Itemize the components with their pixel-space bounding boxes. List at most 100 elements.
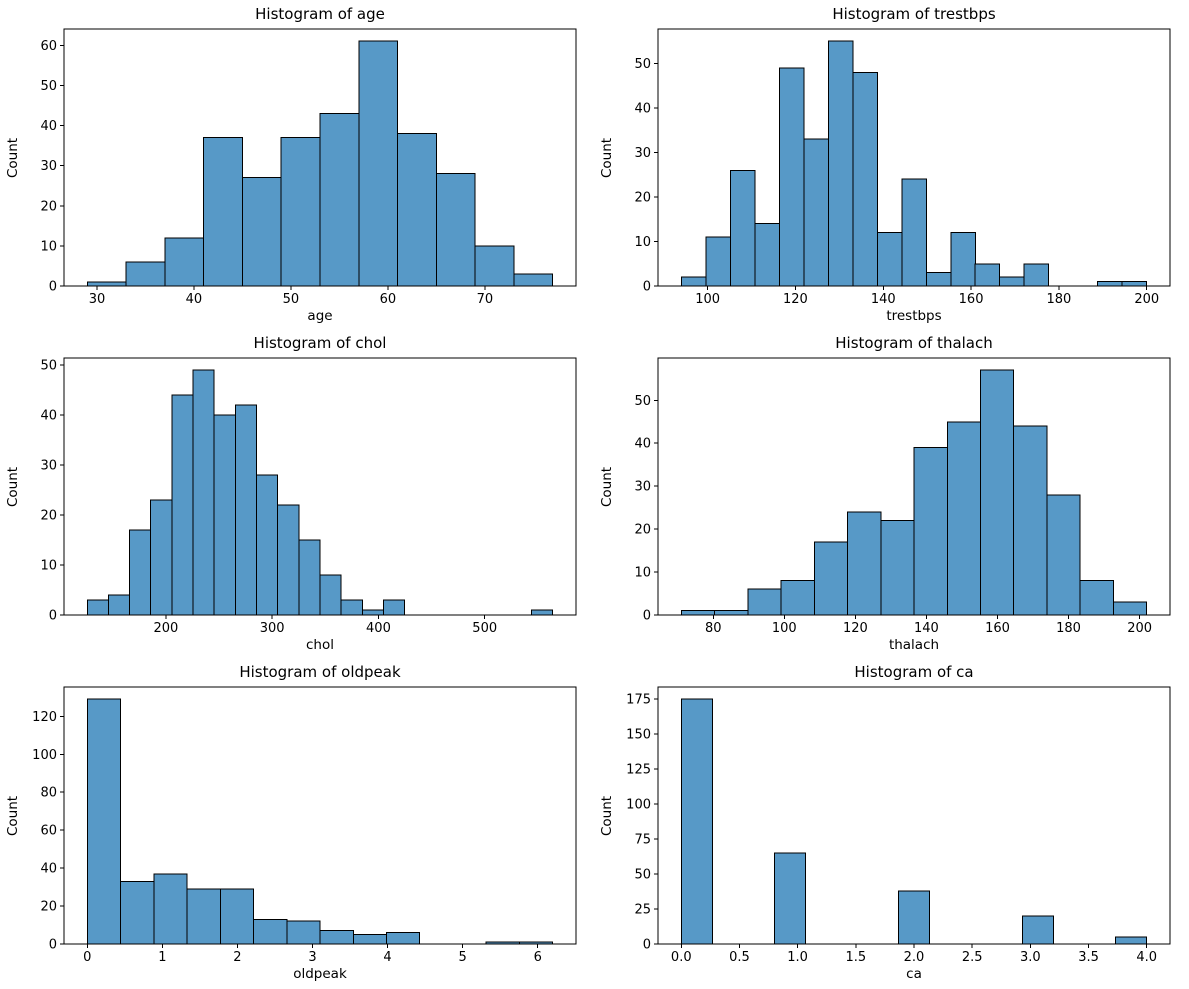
x-tick-label: 1.0 <box>787 950 808 965</box>
histogram-bar <box>747 588 782 616</box>
x-tick-label: 4.0 <box>1136 950 1157 965</box>
histogram-bar <box>319 930 354 945</box>
y-tick-label: 100 <box>626 798 651 813</box>
y-tick-label: 50 <box>634 57 651 72</box>
histogram-bar <box>999 276 1025 287</box>
histogram-bar <box>253 918 288 945</box>
histogram-bar <box>778 67 805 287</box>
chart-title: Histogram of thalach <box>835 334 993 352</box>
x-tick-label: 300 <box>260 621 285 636</box>
histogram-bar <box>847 511 882 616</box>
x-tick-label: 2.0 <box>904 950 925 965</box>
y-tick-label: 100 <box>32 748 57 763</box>
histogram-bar <box>280 137 321 287</box>
y-tick-label: 40 <box>40 119 57 134</box>
histogram-bar <box>1121 281 1148 287</box>
histogram-bar <box>901 178 927 287</box>
histogram-bar <box>241 177 282 287</box>
x-tick-label: 40 <box>186 292 203 307</box>
histogram-bar <box>397 133 437 287</box>
y-tick-label: 40 <box>634 437 651 452</box>
x-tick-label: 6 <box>534 950 542 965</box>
chart-title: Histogram of ca <box>854 663 974 681</box>
chart-title: Histogram of oldpeak <box>239 663 401 681</box>
histogram-bar <box>1097 281 1123 287</box>
histogram-bar <box>852 71 878 287</box>
histogram-bar <box>880 520 915 616</box>
chart-title: Histogram of chol <box>253 334 387 352</box>
histogram-bar <box>803 138 829 287</box>
y-tick-label: 60 <box>40 824 57 839</box>
trestbps-histogram-canvas: 100 120 140 160 180 200 0 10 20 30 40 50 <box>634 28 1171 307</box>
plot-frame <box>63 357 577 616</box>
x-tick-label: 0.0 <box>671 950 692 965</box>
subplot-ca: 0.0 0.5 1.0 1.5 2.0 2.5 3.0 3.5 4.0 0 25 50 75 100 125… <box>594 659 1188 988</box>
histogram-bar <box>150 499 173 616</box>
histogram-bar <box>219 888 255 945</box>
histogram-bar <box>813 541 849 616</box>
histogram-bar <box>780 580 815 616</box>
y-tick-label: 125 <box>626 763 651 778</box>
x-tick-label: 5 <box>458 950 466 965</box>
histogram-bar <box>213 414 236 616</box>
chart-title: Histogram of trestbps <box>832 5 996 23</box>
histogram-bar <box>298 539 321 616</box>
histogram-bar <box>897 890 931 945</box>
x-axis-label: oldpeak <box>293 966 347 982</box>
histogram-bar <box>385 932 421 945</box>
x-tick-label: 80 <box>705 621 722 636</box>
histogram-bar <box>979 369 1015 616</box>
histogram-bar <box>531 609 554 616</box>
y-tick-label: 0 <box>643 609 651 624</box>
y-tick-label: 10 <box>634 235 651 250</box>
histogram-bar <box>680 276 707 287</box>
x-tick-label: 140 <box>871 292 896 307</box>
histogram-bar <box>277 504 300 616</box>
y-tick-label: 30 <box>40 459 57 474</box>
x-tick-label: 1.5 <box>845 950 866 965</box>
y-tick-label: 0 <box>643 938 651 953</box>
subplot-chol: 200 300 400 500 0 10 20 30 40 50 Histogram of cho… <box>0 330 594 659</box>
y-tick-label: 25 <box>634 903 651 918</box>
x-tick-label: 120 <box>843 621 868 636</box>
histogram-bar <box>86 698 122 945</box>
y-tick-label: 20 <box>634 191 651 206</box>
x-tick-label: 160 <box>959 292 984 307</box>
histogram-bar <box>925 272 952 287</box>
histogram-bar <box>1079 580 1114 616</box>
y-axis-label: Count <box>599 466 615 508</box>
subplot-oldpeak: 0 1 2 3 4 5 6 0 20 40 60 80 100 120 Histogram of oldp… <box>0 659 594 988</box>
x-tick-label: 50 <box>283 292 300 307</box>
x-tick-label: 2 <box>233 950 241 965</box>
x-axis-label: ca <box>906 966 922 982</box>
x-tick-label: 160 <box>985 621 1010 636</box>
x-tick-label: 200 <box>1127 621 1152 636</box>
subplot-age: 30 40 50 60 70 0 10 20 30 40 50 60 Histogram of age… <box>0 1 594 330</box>
x-tick-label: 30 <box>89 292 106 307</box>
ca-histogram-canvas: 0.0 0.5 1.0 1.5 2.0 2.5 3.0 3.5 4.0 0 25 50 75 100 125… <box>626 686 1171 965</box>
y-tick-label: 30 <box>40 159 57 174</box>
histogram-bar <box>827 40 854 287</box>
histogram-bar <box>1022 915 1055 945</box>
y-tick-label: 10 <box>40 239 57 254</box>
x-tick-label: 4 <box>383 950 391 965</box>
plot-frame <box>63 28 577 287</box>
y-tick-label: 20 <box>40 900 57 915</box>
histogram-bar <box>286 920 321 945</box>
x-tick-label: 400 <box>366 621 391 636</box>
x-tick-label: 100 <box>772 621 797 636</box>
x-tick-label: 500 <box>472 621 497 636</box>
histogram-bar <box>729 169 756 287</box>
histogram-bar <box>203 137 243 287</box>
plot-frame <box>657 28 1171 287</box>
y-tick-label: 75 <box>634 833 651 848</box>
x-tick-label: 0.5 <box>729 950 750 965</box>
x-tick-label: 140 <box>914 621 939 636</box>
x-tick-label: 100 <box>695 292 720 307</box>
y-tick-label: 20 <box>40 199 57 214</box>
y-tick-label: 20 <box>634 523 651 538</box>
histogram-bar <box>86 599 109 616</box>
x-tick-label: 200 <box>153 621 178 636</box>
x-tick-label: 60 <box>380 292 397 307</box>
y-axis-label: Count <box>599 795 615 837</box>
